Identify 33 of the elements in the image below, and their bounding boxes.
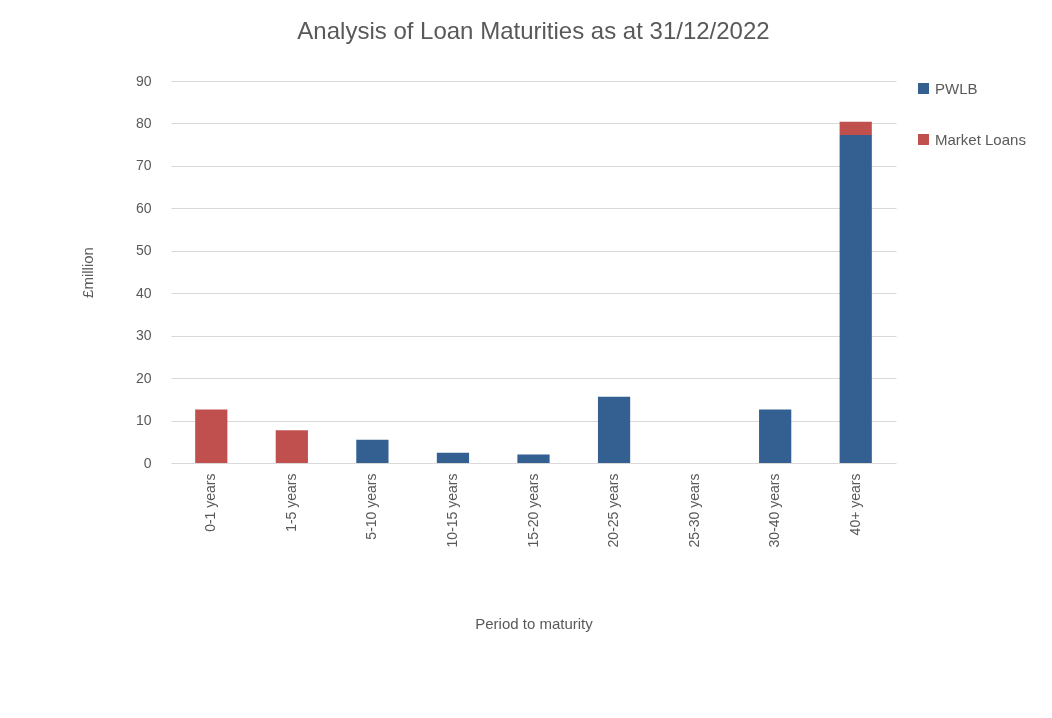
- bar: [195, 409, 228, 463]
- y-tick-label: 30: [135, 327, 152, 344]
- bar: [356, 439, 389, 463]
- bar: [517, 454, 550, 463]
- bar: [436, 452, 470, 463]
- bar: [275, 430, 308, 463]
- y-tick-label: 60: [135, 199, 152, 216]
- y-tick-label: 0: [143, 454, 152, 471]
- y-tick-label: 80: [135, 114, 152, 131]
- x-axis-title: Period to maturity: [475, 615, 594, 633]
- chart-title: Analysis of Loan Maturities as at 31/12/2022: [297, 17, 770, 44]
- x-tick-label: 40+ years: [846, 473, 863, 536]
- bar: [839, 121, 872, 135]
- x-tick-label: 30-40 years: [766, 473, 783, 548]
- x-tick-label: 0-1 years: [202, 473, 219, 532]
- y-axis-title: £million: [78, 247, 96, 298]
- legend-label: Market Loans: [935, 130, 1026, 148]
- x-tick-label: 20-25 years: [605, 473, 622, 548]
- x-tick-label: 25-30 years: [685, 473, 702, 548]
- y-tick-label: 20: [135, 369, 152, 386]
- y-tick-label: 90: [135, 72, 152, 89]
- y-tick-label: 10: [135, 412, 152, 429]
- x-tick-label: 5-10 years: [363, 473, 380, 540]
- x-tick-label: 1-5 years: [282, 473, 299, 532]
- bar: [759, 409, 792, 463]
- x-tick-label: 10-15 years: [443, 473, 460, 548]
- y-tick-label: 70: [135, 157, 152, 174]
- bar: [597, 396, 631, 463]
- legend-label: PWLB: [935, 79, 978, 97]
- bar: [839, 134, 872, 463]
- y-tick-label: 40: [135, 284, 152, 301]
- y-tick-label: 50: [135, 242, 152, 259]
- x-tick-label: 15-20 years: [524, 473, 541, 548]
